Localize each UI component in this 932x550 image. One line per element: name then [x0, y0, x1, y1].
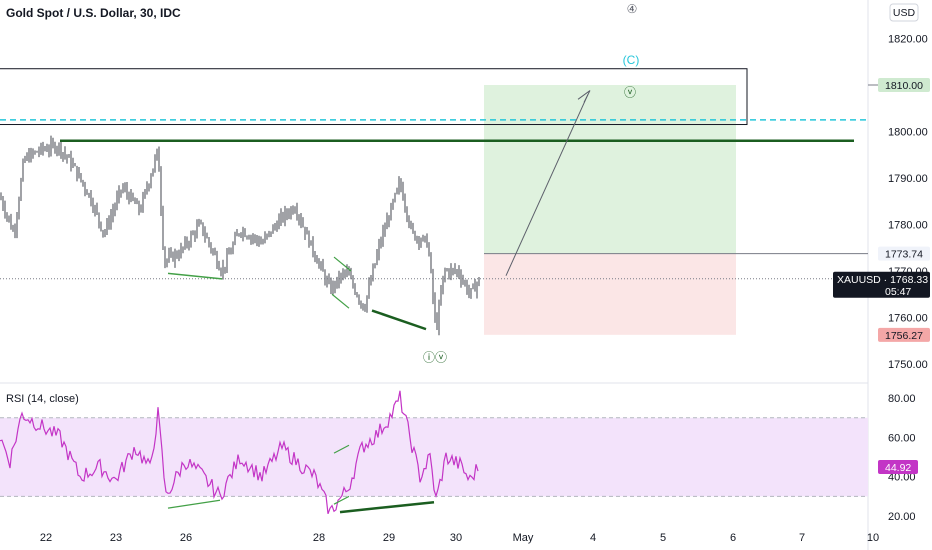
- rsi-divergence-line: [167, 499, 221, 509]
- stop-price-tag-bg: [878, 327, 930, 342]
- x-tick-label: 23: [110, 532, 122, 544]
- countdown-label: 05:47: [885, 286, 911, 298]
- projection-arrow: [505, 94, 589, 276]
- wave-label: ⓘⓥ: [423, 351, 447, 365]
- x-tick-label: 4: [590, 532, 596, 544]
- rsi-tick-label: 20.00: [888, 511, 916, 523]
- rsi-wedge-line: [333, 495, 350, 505]
- x-tick-label: 30: [450, 532, 462, 544]
- divergence-line: [371, 309, 427, 331]
- y-tick-label: 1760.00: [888, 313, 928, 325]
- x-tick-label: 28: [313, 532, 325, 544]
- target-price-tag: 1810.00: [878, 78, 930, 92]
- rsi-value-text: 44.92: [885, 462, 911, 474]
- entry-price-tag-bg: [878, 246, 930, 261]
- rsi-pane: [0, 390, 479, 515]
- drawings[interactable]: ④ (C) ⓥ ⓘⓥ: [0, 2, 868, 514]
- x-tick-label: 6: [730, 532, 736, 544]
- wave-label: (C): [623, 53, 640, 67]
- rsi-value-bg: [878, 460, 918, 475]
- y-tick-label: 1750.00: [888, 359, 928, 371]
- divergence-line: [167, 272, 223, 280]
- x-tick-label: 5: [660, 532, 666, 544]
- axes: 222326282930May4567101750.001760.001770.…: [40, 34, 930, 544]
- stop-price-tag-text: 1756.27: [885, 330, 923, 342]
- rsi-tick-label: 60.00: [888, 432, 916, 444]
- candles: [0, 135, 480, 336]
- target-zone[interactable]: [484, 85, 736, 254]
- symbol-label: XAUUSD · 1768.33: [837, 274, 928, 286]
- arrow-head: [577, 90, 591, 103]
- rsi-tick-label: 40.00: [888, 472, 916, 484]
- stop-zone[interactable]: [484, 253, 736, 335]
- chart-title: Gold Spot / U.S. Dollar, 30, IDC: [6, 6, 181, 20]
- wave-label: ④: [627, 2, 638, 16]
- target-price-tag-bg: [878, 78, 930, 92]
- target-price-tag-text: 1810.00: [885, 80, 923, 92]
- currency-label: USD: [893, 7, 916, 19]
- x-tick-label: 26: [180, 532, 192, 544]
- y-tick-label: 1800.00: [888, 127, 928, 139]
- last-price-bg: [833, 271, 930, 298]
- x-tick-label: 10: [867, 532, 879, 544]
- rsi-value-tag: 44.92: [878, 460, 918, 475]
- y-tick-label: 1820.00: [888, 34, 928, 46]
- x-tick-label: 22: [40, 532, 52, 544]
- rsi-wedge-line: [333, 444, 350, 454]
- rsi-line: [0, 390, 479, 515]
- entry-price-tag-text: 1773.74: [885, 249, 923, 261]
- x-tick-label: 7: [799, 532, 805, 544]
- wedge-line: [333, 256, 352, 272]
- x-tick-label: 29: [383, 532, 395, 544]
- entry-price-tag: 1773.74: [878, 246, 930, 261]
- rsi-tick-label: 80.00: [888, 393, 916, 405]
- y-tick-label: 1780.00: [888, 220, 928, 232]
- rsi-title: RSI (14, close): [6, 393, 79, 405]
- y-tick-label: 1790.00: [888, 173, 928, 185]
- wave-label: ⓥ: [624, 86, 636, 100]
- wedge-line: [331, 293, 350, 309]
- rsi-divergence-line: [339, 501, 435, 514]
- x-tick-label: May: [513, 532, 534, 544]
- currency-badge[interactable]: USD: [889, 3, 919, 22]
- resistance-box: [0, 68, 748, 126]
- stop-price-tag: 1756.27: [878, 327, 930, 342]
